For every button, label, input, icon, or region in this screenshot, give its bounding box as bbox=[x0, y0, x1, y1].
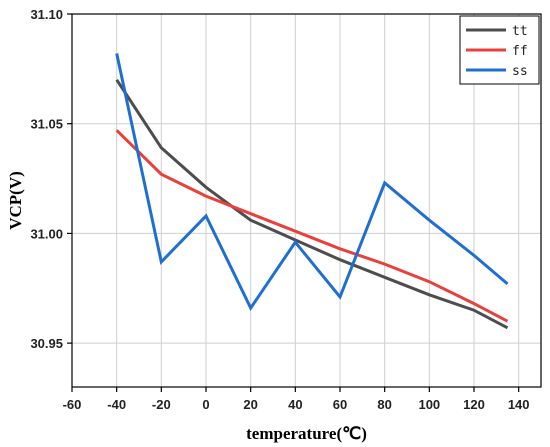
x-tick-label: 140 bbox=[508, 397, 530, 412]
y-tick-label: 31.05 bbox=[30, 117, 63, 132]
series-line-tt bbox=[115, 78, 509, 330]
x-tick-label: 60 bbox=[333, 397, 347, 412]
y-tick-label: 31.00 bbox=[30, 226, 63, 241]
series-line-ff bbox=[115, 129, 509, 323]
x-tick-label: 80 bbox=[377, 397, 391, 412]
legend-label-ss: ss bbox=[512, 64, 528, 79]
y-tick-label: 31.10 bbox=[30, 7, 63, 22]
series-line-ss bbox=[115, 53, 509, 311]
series-layer bbox=[115, 53, 509, 330]
x-tick-label: -40 bbox=[107, 397, 126, 412]
x-tick-label: -60 bbox=[63, 397, 82, 412]
legend-label-tt: tt bbox=[512, 24, 528, 39]
x-tick-label: 120 bbox=[463, 397, 485, 412]
axis-ticks bbox=[67, 13, 520, 392]
x-axis-title: temperature(℃) bbox=[246, 424, 367, 443]
y-tick-labels: 30.95 31.00 31.05 31.10 bbox=[30, 7, 63, 351]
x-tick-labels: -60 -40 -20 0 20 40 60 80 100 120 140 bbox=[63, 397, 530, 412]
x-tick-label: 0 bbox=[202, 397, 209, 412]
legend: tt ff ss bbox=[459, 15, 540, 85]
y-tick-label: 30.95 bbox=[30, 336, 63, 351]
x-tick-label: 40 bbox=[288, 397, 302, 412]
legend-label-ff: ff bbox=[512, 44, 528, 59]
x-tick-label: 100 bbox=[418, 397, 440, 412]
y-axis-title: VCP(V) bbox=[6, 171, 25, 230]
plot-frame bbox=[71, 13, 542, 388]
grid bbox=[72, 14, 541, 387]
x-tick-label: -20 bbox=[152, 397, 171, 412]
x-tick-label: 20 bbox=[243, 397, 257, 412]
